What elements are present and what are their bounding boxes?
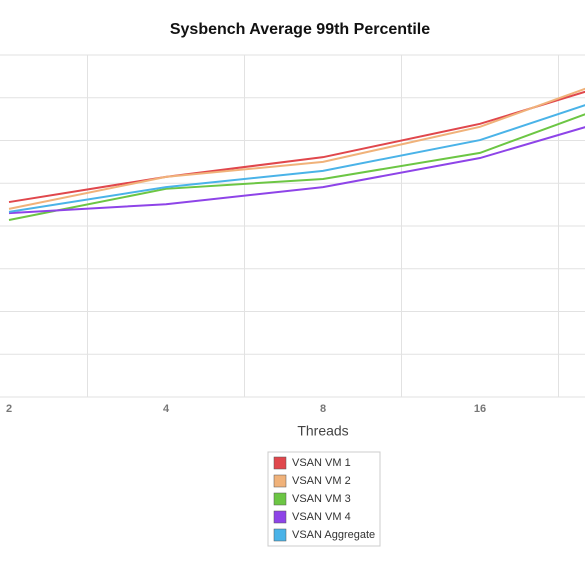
series-line — [8, 104, 585, 213]
legend-label: VSAN Aggregate — [292, 529, 375, 541]
legend-swatch — [273, 474, 287, 488]
x-tick-label: 8 — [320, 403, 326, 415]
x-tick-label: 4 — [163, 403, 170, 415]
series-line — [8, 87, 585, 210]
legend-label: VSAN VM 3 — [292, 493, 351, 505]
x-tick-label: 16 — [474, 403, 486, 415]
legend-label: VSAN VM 4 — [292, 511, 351, 523]
legend-swatch — [273, 456, 287, 470]
series-line — [8, 113, 585, 221]
legend-swatch — [273, 528, 287, 542]
x-axis-label: Threads — [297, 423, 348, 439]
legend-swatch — [273, 510, 287, 524]
legend-label: VSAN VM 1 — [292, 457, 351, 469]
legend-box — [267, 451, 381, 547]
series-line — [8, 126, 585, 215]
chart-title: Sysbench Average 99th Percentile — [170, 21, 430, 38]
x-tick-label: 2 — [6, 403, 12, 415]
legend-label: VSAN VM 2 — [292, 475, 351, 487]
legend-swatch — [273, 492, 287, 506]
